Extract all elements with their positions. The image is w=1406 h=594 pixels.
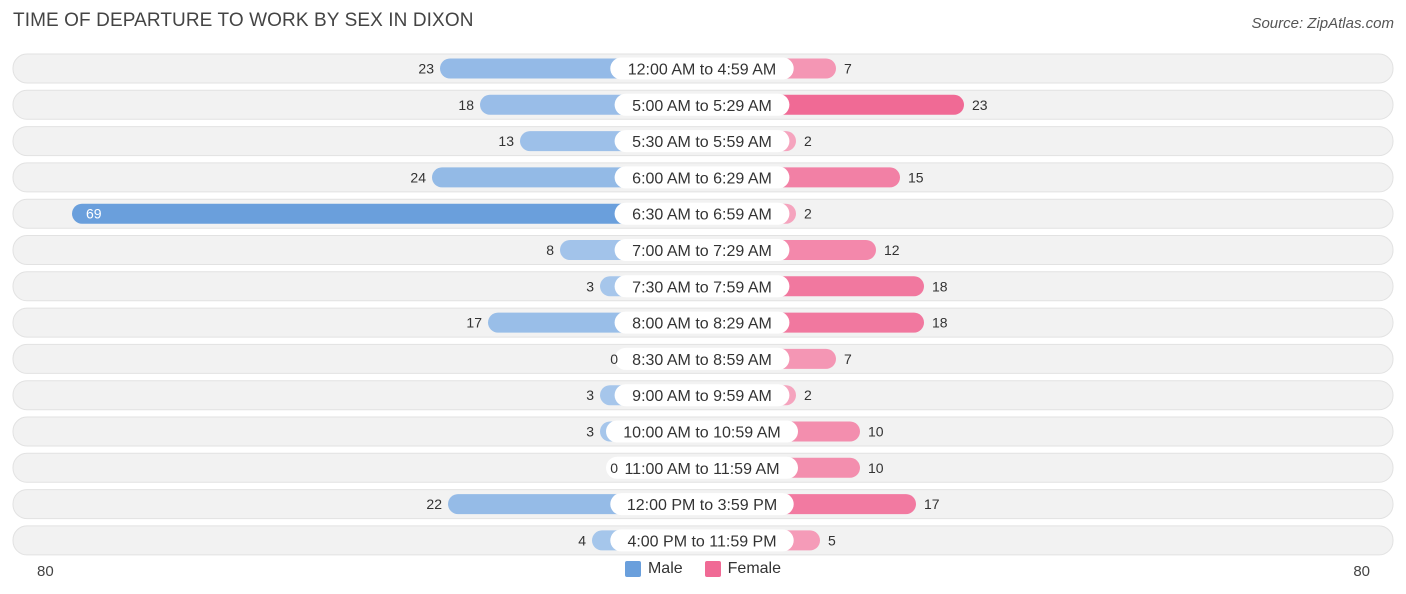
female-value-label: 2 bbox=[804, 133, 812, 149]
category-label-pill bbox=[610, 57, 794, 80]
male-value-label: 4 bbox=[578, 532, 586, 548]
category-label: 9:00 AM to 9:59 AM bbox=[632, 388, 772, 405]
category-label: 4:00 PM to 11:59 PM bbox=[627, 533, 776, 550]
male-value-label: 3 bbox=[586, 424, 594, 440]
category-label: 8:00 AM to 8:29 AM bbox=[632, 316, 772, 333]
category-label: 8:30 AM to 8:59 AM bbox=[632, 352, 772, 369]
legend-label-female: Female bbox=[727, 560, 782, 577]
axis-left-label: 80 bbox=[37, 563, 54, 580]
male-value-label: 23 bbox=[418, 61, 434, 77]
category-label: 11:00 AM to 11:59 AM bbox=[624, 461, 779, 478]
male-bar bbox=[72, 203, 702, 224]
category-label-pill bbox=[610, 493, 794, 516]
male-value-label: 0 bbox=[610, 351, 618, 367]
female-value-label: 5 bbox=[828, 532, 836, 548]
female-value-label: 10 bbox=[868, 424, 884, 440]
category-label: 7:30 AM to 7:59 AM bbox=[632, 279, 772, 296]
category-label-pill bbox=[614, 93, 790, 116]
male-value-label: 18 bbox=[458, 97, 474, 113]
source-note: Source: ZipAtlas.com bbox=[1251, 15, 1394, 32]
male-value-label: 8 bbox=[546, 242, 554, 258]
category-label: 6:00 AM to 6:29 AM bbox=[632, 170, 772, 187]
legend-item-female: Female bbox=[704, 560, 782, 578]
legend-label-male: Male bbox=[647, 560, 683, 577]
category-label-pill bbox=[610, 529, 794, 552]
category-label-pill bbox=[614, 166, 790, 189]
female-value-label: 2 bbox=[804, 387, 812, 403]
category-label: 6:30 AM to 6:59 AM bbox=[632, 207, 772, 224]
legend-item-male: Male bbox=[624, 560, 683, 578]
category-label: 12:00 PM to 3:59 PM bbox=[627, 497, 777, 514]
female-value-label: 10 bbox=[868, 460, 884, 476]
male-value-label: 3 bbox=[586, 387, 594, 403]
category-label: 5:00 AM to 5:29 AM bbox=[632, 98, 772, 115]
category-label-pill bbox=[606, 456, 798, 479]
female-value-label: 18 bbox=[932, 315, 948, 331]
male-value-label: 3 bbox=[586, 278, 594, 294]
category-label-pill bbox=[614, 130, 790, 153]
female-value-label: 7 bbox=[844, 61, 852, 77]
chart-title: TIME OF DEPARTURE TO WORK BY SEX IN DIXO… bbox=[13, 10, 474, 31]
female-value-label: 12 bbox=[884, 242, 900, 258]
male-value-label: 13 bbox=[498, 133, 514, 149]
category-label: 10:00 AM to 10:59 AM bbox=[623, 425, 780, 442]
category-label-pill bbox=[614, 311, 790, 334]
legend-swatch-male bbox=[624, 561, 641, 577]
axis-right-label: 80 bbox=[1353, 563, 1370, 580]
female-value-label: 17 bbox=[924, 496, 940, 512]
female-value-label: 15 bbox=[908, 169, 924, 185]
male-value-label: 22 bbox=[426, 496, 442, 512]
legend-swatch-female bbox=[704, 561, 721, 577]
category-label-pill bbox=[614, 239, 790, 261]
category-label: 12:00 AM to 4:59 AM bbox=[628, 62, 777, 79]
category-label-pill bbox=[614, 202, 790, 225]
male-value-label: 0 bbox=[610, 460, 618, 476]
category-label-pill bbox=[614, 275, 790, 298]
male-value-label: 17 bbox=[466, 315, 482, 331]
female-value-label: 2 bbox=[804, 206, 812, 222]
male-value-label: 24 bbox=[410, 169, 426, 185]
legend: Male Female bbox=[0, 560, 1406, 578]
category-label-pill bbox=[606, 420, 798, 443]
male-value-label: 69 bbox=[86, 206, 102, 222]
category-label: 5:30 AM to 5:59 AM bbox=[632, 134, 772, 151]
category-label-pill bbox=[614, 384, 790, 407]
female-value-label: 7 bbox=[844, 351, 852, 367]
female-value-label: 18 bbox=[932, 278, 948, 294]
category-label: 7:00 AM to 7:29 AM bbox=[632, 243, 772, 260]
female-value-label: 23 bbox=[972, 97, 988, 113]
category-label-pill bbox=[614, 347, 790, 370]
